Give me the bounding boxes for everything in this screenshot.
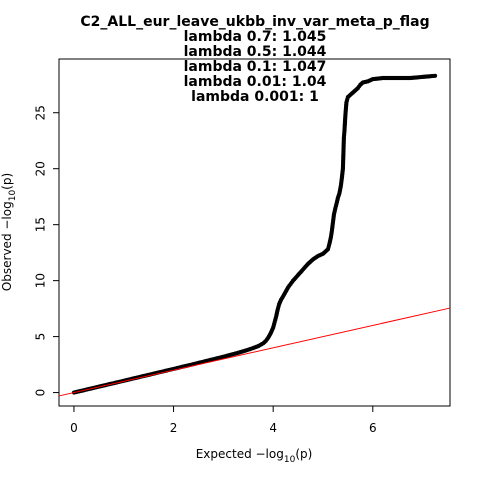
x-tick-label: 4 [269,421,277,435]
plot-title-line-1: C2_ALL_eur_leave_ukbb_inv_var_meta_p_fla… [80,14,429,30]
y-tick-label: 10 [34,273,48,288]
plot-title-line-2: lambda 0.7: 1.045 [184,29,327,45]
y-axis-label: Observed −log10(p) [0,173,18,291]
data-points [71,73,438,395]
reference-line [58,307,451,397]
x-tick-label: 0 [70,421,78,435]
data-point [432,73,438,78]
plot-frame [58,58,451,407]
x-tick-label: 2 [170,421,178,435]
y-tick-label: 0 [34,389,48,397]
plot-title-line-6: lambda 0.001: 1 [191,89,319,105]
y-tick-label: 5 [34,333,48,341]
x-axis-label-suffix: (p) [295,447,312,461]
y-tick-label: 20 [34,161,48,176]
plot-title-line-5: lambda 0.01: 1.04 [184,74,327,90]
x-axis-label-subscript: 10 [284,455,296,465]
plot-title-line-4: lambda 0.1: 1.047 [184,59,327,75]
y-tick-label: 15 [34,217,48,232]
y-axis-label-suffix: (p) [0,173,14,190]
x-axis-label: Expected −log10(p) [196,447,313,465]
y-axis-label-prefix: Observed −log [0,201,14,291]
plot-title-line-3: lambda 0.5: 1.044 [184,44,327,60]
x-axis-label-prefix: Expected −log [196,447,284,461]
y-axis: 0 5 10 15 20 25 [34,105,59,397]
y-tick-label: 25 [34,105,48,120]
y-axis-label-subscript: 10 [8,190,18,202]
x-axis: 0 2 4 6 [70,406,377,435]
plot-title: C2_ALL_eur_leave_ukbb_inv_var_meta_p_fla… [80,14,429,105]
x-tick-label: 6 [369,421,377,435]
